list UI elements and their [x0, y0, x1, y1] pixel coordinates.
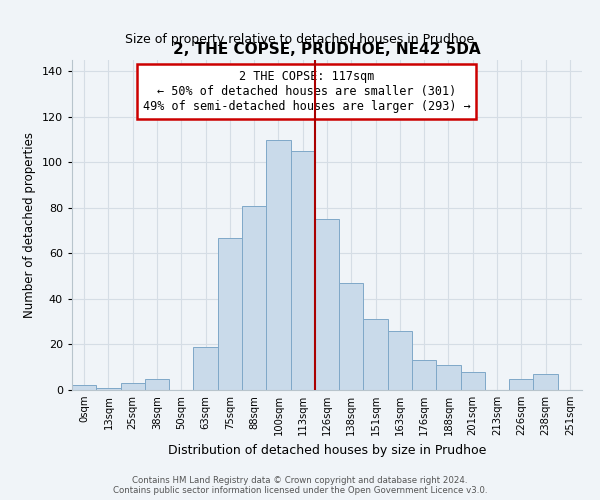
Bar	[436, 365, 461, 390]
Bar	[218, 238, 242, 390]
Bar	[461, 372, 485, 390]
Bar	[266, 140, 290, 390]
Title: 2, THE COPSE, PRUDHOE, NE42 5DA: 2, THE COPSE, PRUDHOE, NE42 5DA	[173, 42, 481, 58]
Bar	[193, 347, 218, 390]
Bar	[315, 220, 339, 390]
Bar	[509, 378, 533, 390]
X-axis label: Distribution of detached houses by size in Prudhoe: Distribution of detached houses by size …	[168, 444, 486, 456]
Bar	[364, 320, 388, 390]
Bar	[121, 383, 145, 390]
Bar	[290, 151, 315, 390]
Bar	[388, 331, 412, 390]
Text: 2 THE COPSE: 117sqm
← 50% of detached houses are smaller (301)
49% of semi-detac: 2 THE COPSE: 117sqm ← 50% of detached ho…	[143, 70, 470, 113]
Bar	[145, 378, 169, 390]
Bar	[533, 374, 558, 390]
Y-axis label: Number of detached properties: Number of detached properties	[23, 132, 36, 318]
Bar	[339, 283, 364, 390]
Bar	[242, 206, 266, 390]
Bar	[96, 388, 121, 390]
Text: Size of property relative to detached houses in Prudhoe: Size of property relative to detached ho…	[125, 32, 475, 46]
Bar	[72, 386, 96, 390]
Text: Contains HM Land Registry data © Crown copyright and database right 2024.
Contai: Contains HM Land Registry data © Crown c…	[113, 476, 487, 495]
Bar	[412, 360, 436, 390]
